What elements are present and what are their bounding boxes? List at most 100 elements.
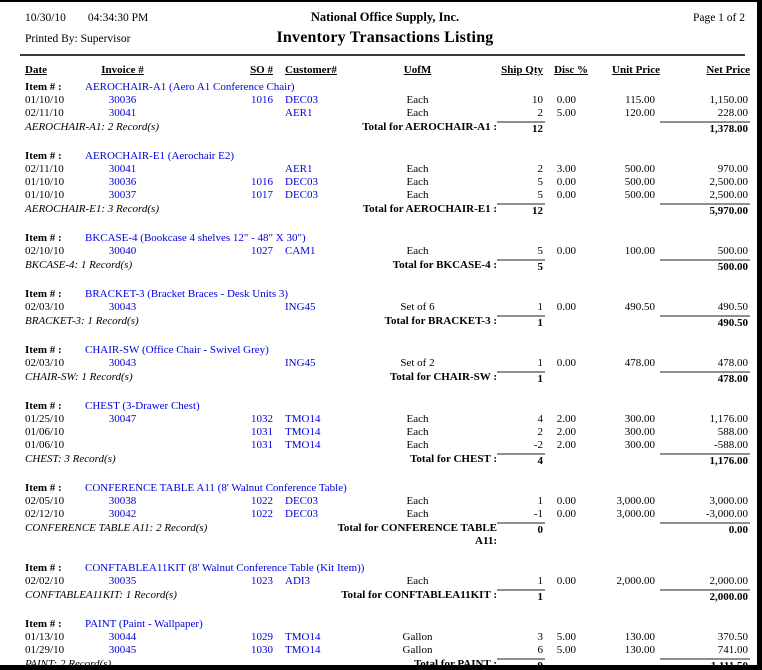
page-number: Page 1 of 2: [692, 12, 745, 24]
so-number-link[interactable]: [160, 163, 273, 176]
customer-link[interactable]: DEC03: [285, 189, 318, 201]
invoice-number-link[interactable]: [85, 426, 160, 439]
print-datetime: 10/30/10 04:34:30 PM: [25, 12, 225, 24]
so-number-link[interactable]: 1031: [251, 426, 273, 438]
uofm-cell: Gallon: [402, 644, 433, 656]
disc-cell: 0.00: [556, 94, 576, 106]
customer-link[interactable]: DEC03: [285, 94, 318, 106]
customer-link[interactable]: AER1: [285, 107, 313, 119]
disc-cell: 0.00: [556, 357, 576, 369]
item-name-link[interactable]: AEROCHAIR-E1 (Aerochair E2): [85, 150, 235, 162]
so-number-link[interactable]: 1032: [251, 413, 273, 425]
so-number-link[interactable]: 1031: [251, 439, 273, 451]
item-group: Item # : CONFTABLEA11KIT (8' Walnut Confe…: [25, 562, 750, 604]
invoice-number-link[interactable]: 30043: [108, 357, 137, 369]
so-number-link[interactable]: 1022: [251, 508, 273, 520]
date-cell: 01/10/10: [25, 94, 65, 106]
group-total-qty: 4: [497, 453, 545, 468]
disc-cell: 0.00: [556, 176, 576, 188]
customer-link[interactable]: TMO14: [285, 631, 321, 643]
uofm-cell: Each: [406, 495, 429, 507]
spacer-unit: [588, 589, 660, 604]
disc-cell: 0.00: [556, 575, 576, 587]
customer-link[interactable]: ING45: [285, 357, 316, 369]
item-name-link[interactable]: CHEST (3-Drawer Chest): [85, 400, 200, 412]
customer-link[interactable]: DEC03: [285, 495, 318, 507]
so-number-link[interactable]: 1030: [251, 644, 273, 656]
ship-qty-cell: 1: [537, 301, 544, 313]
unit-price-cell: 100.00: [624, 245, 655, 257]
ship-qty-cell: 1: [537, 495, 544, 507]
invoice-number-link[interactable]: 30036: [108, 176, 137, 188]
customer-link[interactable]: DEC03: [285, 176, 318, 188]
group-total-row: CHAIR-SW: 1 Record(s) Total for CHAIR-SW …: [25, 371, 750, 386]
item-name-link[interactable]: CHAIR-SW (Office Chair - Swivel Grey): [85, 344, 269, 356]
transaction-row: 01/13/10 30044 1029 TMO14 Gallon 3 5.00 130.00 3…: [25, 631, 748, 644]
invoice-number-link[interactable]: 30044: [108, 631, 137, 643]
invoice-number-link[interactable]: 30042: [108, 508, 137, 520]
so-number-link[interactable]: 1027: [251, 245, 273, 257]
group-total-label: Total for CHAIR-SW :: [389, 371, 497, 383]
customer-link[interactable]: TMO14: [285, 426, 321, 438]
ship-qty-cell: -2: [533, 439, 543, 451]
so-number-link[interactable]: 1023: [251, 575, 273, 587]
invoice-number-link[interactable]: 30035: [108, 575, 137, 587]
invoice-number-link[interactable]: 30045: [108, 644, 137, 656]
invoice-number-link[interactable]: 30040: [108, 245, 137, 257]
unit-price-cell: 300.00: [624, 439, 655, 451]
transaction-row: 01/10/10 30036 1016 DEC03 Each 10 0.00 115.00 1,…: [25, 94, 748, 107]
transaction-row: 02/12/10 30042 1022 DEC03 Each -1 0.00 3,000.00…: [25, 508, 748, 521]
transaction-row: 02/10/10 30040 1027 CAM1 Each 5 0.00 100.00 500.…: [25, 245, 748, 258]
invoice-number-link[interactable]: 30041: [108, 163, 137, 175]
date-cell: 02/05/10: [25, 495, 65, 507]
net-price-cell: 588.00: [717, 426, 748, 438]
uofm-cell: Each: [406, 426, 429, 438]
customer-link[interactable]: DEC03: [285, 508, 318, 520]
item-number-label: Item # :: [25, 562, 62, 574]
item-name-link[interactable]: PAINT (Paint - Wallpaper): [85, 618, 203, 630]
so-number-link[interactable]: [160, 107, 273, 120]
group-total-net: 5,970.00: [660, 203, 750, 218]
so-number-link[interactable]: 1016: [251, 94, 273, 106]
invoice-number-link[interactable]: 30036: [108, 94, 137, 106]
item-header-row: Item # : PAINT (Paint - Wallpaper): [25, 618, 745, 631]
invoice-number-link[interactable]: 30043: [108, 301, 137, 313]
report-title: Inventory Transactions Listing: [276, 29, 494, 46]
customer-link[interactable]: TMO14: [285, 413, 321, 425]
invoice-number-link[interactable]: 30047: [108, 413, 137, 425]
net-price-cell: 1,150.00: [709, 94, 749, 106]
item-header-row: Item # : AEROCHAIR-E1 (Aerochair E2): [25, 150, 745, 163]
invoice-number-link[interactable]: 30037: [108, 189, 137, 201]
item-name-link[interactable]: AEROCHAIR-A1 (Aero A1 Conference Chair): [85, 81, 295, 93]
item-name-link[interactable]: BKCASE-4 (Bookcase 4 shelves 12" - 48" X…: [85, 232, 306, 244]
net-price-cell: -588.00: [714, 439, 748, 451]
so-number-link[interactable]: 1017: [251, 189, 273, 201]
item-name-link[interactable]: CONFTABLEA11KIT (8' Walnut Conference Ta…: [85, 562, 365, 574]
group-total-row: BRACKET-3: 1 Record(s) Total for BRACKET-…: [25, 315, 750, 330]
transaction-row: 02/11/10 30041 AER1 Each 2 3.00 500.00 970.00: [25, 163, 748, 176]
so-number-link[interactable]: [160, 301, 273, 314]
so-number-link[interactable]: 1022: [251, 495, 273, 507]
item-name-link[interactable]: CONFERENCE TABLE A11 (8' Walnut Conferen…: [85, 482, 347, 494]
group-total-qty: 12: [497, 121, 545, 136]
customer-link[interactable]: ADI3: [285, 575, 311, 587]
ship-qty-cell: 2: [537, 426, 544, 438]
so-number-link[interactable]: 1029: [251, 631, 273, 643]
customer-link[interactable]: ING45: [285, 301, 316, 313]
customer-link[interactable]: TMO14: [285, 644, 321, 656]
customer-link[interactable]: CAM1: [285, 245, 316, 257]
spacer-unit: [588, 453, 660, 468]
invoice-number-link[interactable]: 30041: [108, 107, 137, 119]
invoice-number-link[interactable]: [85, 439, 160, 452]
invoice-number-link[interactable]: 30038: [108, 495, 137, 507]
so-number-link[interactable]: [160, 357, 273, 370]
item-name-link[interactable]: BRACKET-3 (Bracket Braces - Desk Units 3…: [85, 288, 289, 300]
transaction-row: 02/11/10 30041 AER1 Each 2 5.00 120.00 228.00: [25, 107, 748, 120]
item-number-label: Item # :: [25, 618, 62, 630]
net-price-cell: 2,000.00: [709, 575, 749, 587]
so-number-link[interactable]: 1016: [251, 176, 273, 188]
ship-qty-cell: 6: [537, 644, 544, 656]
customer-link[interactable]: AER1: [285, 163, 313, 175]
customer-link[interactable]: TMO14: [285, 439, 321, 451]
